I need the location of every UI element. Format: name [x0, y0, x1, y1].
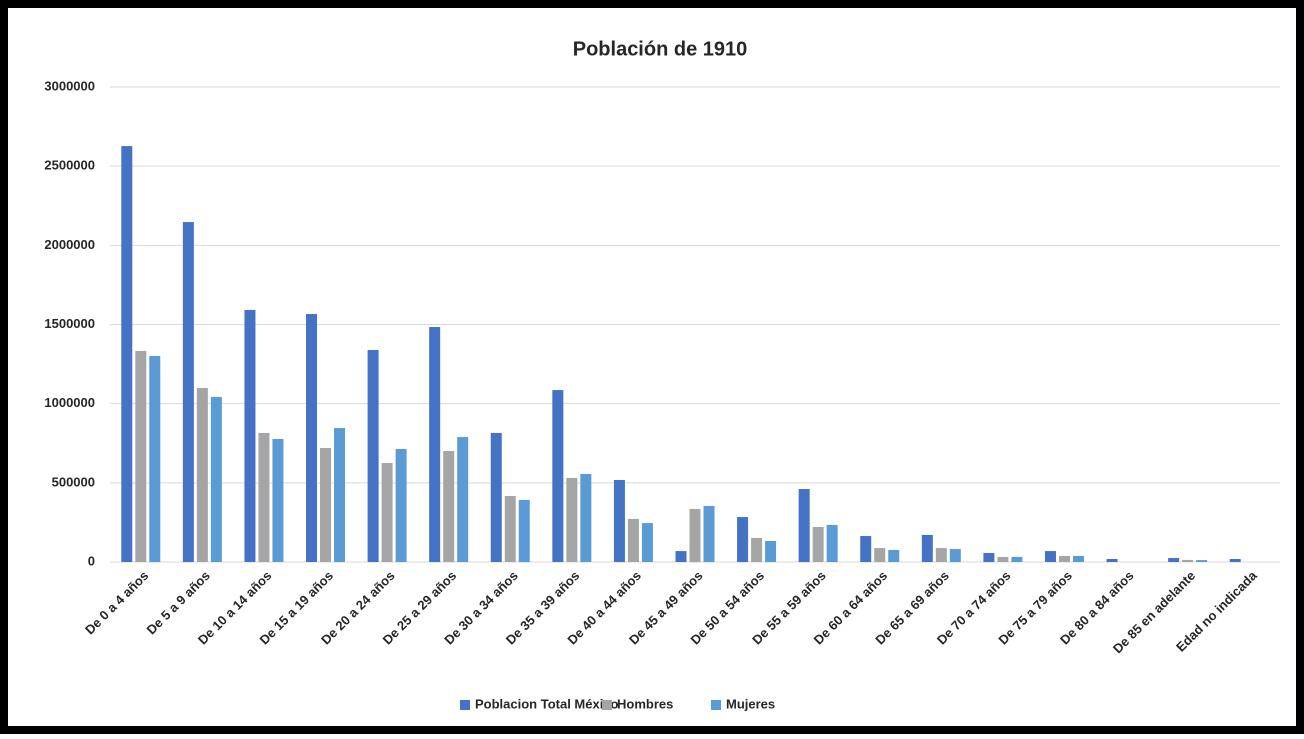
- bar: [949, 549, 961, 562]
- bar: [703, 505, 715, 562]
- bar: [429, 327, 441, 562]
- bar: [552, 390, 564, 562]
- bar: [135, 350, 147, 562]
- bar: [244, 309, 256, 562]
- bar: [888, 549, 900, 562]
- bar: [121, 146, 133, 562]
- bar: [182, 222, 194, 562]
- y-tick-label: 500000: [52, 474, 95, 489]
- bar: [812, 527, 824, 562]
- bar: [196, 387, 208, 562]
- bar: [826, 524, 838, 562]
- bar: [1229, 558, 1241, 562]
- legend-label: Mujeres: [726, 696, 775, 711]
- bar: [149, 356, 161, 562]
- bar: [997, 556, 1009, 562]
- bar: [689, 508, 701, 562]
- bar: [1106, 558, 1118, 562]
- bar: [641, 523, 653, 562]
- bar: [860, 536, 872, 562]
- bar: [765, 540, 777, 562]
- bar: [367, 349, 379, 562]
- bar: [504, 495, 516, 562]
- legend-swatch: [602, 700, 612, 710]
- bar: [518, 499, 530, 562]
- y-tick-label: 2500000: [44, 158, 95, 173]
- bar: [1072, 555, 1084, 562]
- bar: [490, 432, 502, 562]
- bar: [613, 479, 625, 562]
- bar: [306, 314, 318, 562]
- y-tick-label: 1500000: [44, 316, 95, 331]
- y-tick-label: 1000000: [44, 395, 95, 410]
- bar: [1044, 551, 1056, 562]
- y-tick-label: 3000000: [44, 78, 95, 93]
- bar: [1196, 560, 1208, 562]
- y-tick-label: 2000000: [44, 237, 95, 252]
- legend-label: Poblacion Total México: [475, 696, 619, 711]
- bar: [210, 397, 222, 562]
- bar: [983, 552, 995, 562]
- bar: [381, 463, 393, 562]
- bar: [751, 537, 763, 562]
- bar: [737, 517, 749, 562]
- bar: [1058, 555, 1070, 562]
- bar: [874, 548, 886, 562]
- bar: [320, 448, 332, 562]
- bar: [1168, 558, 1180, 562]
- bar: [334, 428, 346, 562]
- bar: [443, 451, 455, 562]
- y-tick-label: 0: [88, 553, 95, 568]
- bar: [798, 489, 810, 562]
- bar: [921, 534, 933, 562]
- bar: [272, 438, 284, 562]
- bar: [935, 548, 947, 562]
- chart-title: Población de 1910: [573, 38, 748, 60]
- legend-swatch: [460, 700, 470, 710]
- bar: [457, 437, 469, 562]
- bar: [566, 477, 578, 562]
- legend-swatch: [711, 700, 721, 710]
- bar: [1011, 556, 1023, 562]
- bar: [627, 518, 639, 562]
- bar: [580, 473, 592, 562]
- bar: [675, 551, 687, 562]
- legend-label: Hombres: [617, 696, 673, 711]
- bar: [1182, 559, 1194, 562]
- bar: [258, 432, 270, 562]
- bar: [395, 448, 407, 562]
